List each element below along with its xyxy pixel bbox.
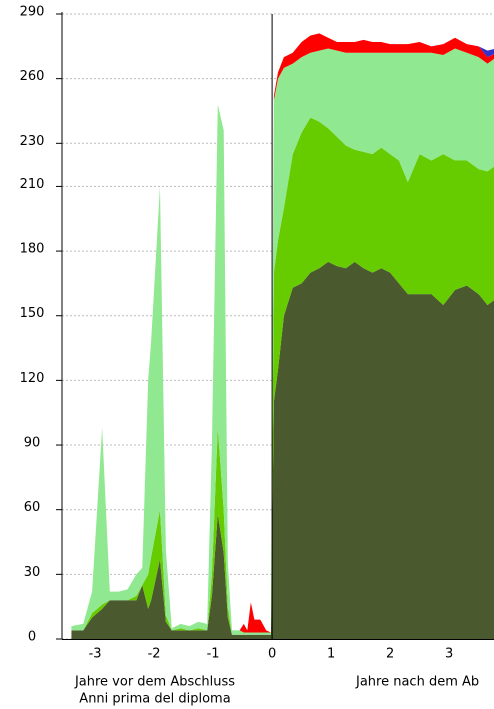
y-tick-label: 230 (20, 134, 45, 149)
y-tick-label: 60 (24, 500, 41, 515)
x-tick-label: -1 (207, 647, 220, 662)
y-tick-label: 0 (28, 630, 36, 645)
y-tick-label: 30 (24, 565, 41, 580)
x-caption-before-it: Anni prima del diploma (79, 692, 230, 707)
x-tick-label: 1 (327, 647, 335, 662)
y-tick-label: 180 (20, 242, 45, 257)
area-series (71, 48, 494, 635)
y-tick-label: 260 (20, 69, 45, 84)
y-tick-label: 90 (24, 436, 41, 451)
y-tick-label: 150 (20, 306, 45, 321)
x-tick-label: 3 (445, 647, 453, 662)
y-tick-label: 120 (20, 371, 45, 386)
area-series (71, 261, 494, 639)
x-tick-label: -3 (89, 647, 102, 662)
y-tick-label: 290 (20, 5, 45, 20)
x-tick-label: -2 (148, 647, 161, 662)
x-tick-label: 0 (268, 647, 276, 662)
x-caption-before-de: Jahre vor dem Abschluss (74, 675, 235, 690)
x-tick-label: 2 (386, 647, 394, 662)
y-tick-label: 210 (20, 177, 45, 192)
x-caption-after: Jahre nach dem Ab (355, 675, 479, 690)
area-series (71, 117, 494, 635)
